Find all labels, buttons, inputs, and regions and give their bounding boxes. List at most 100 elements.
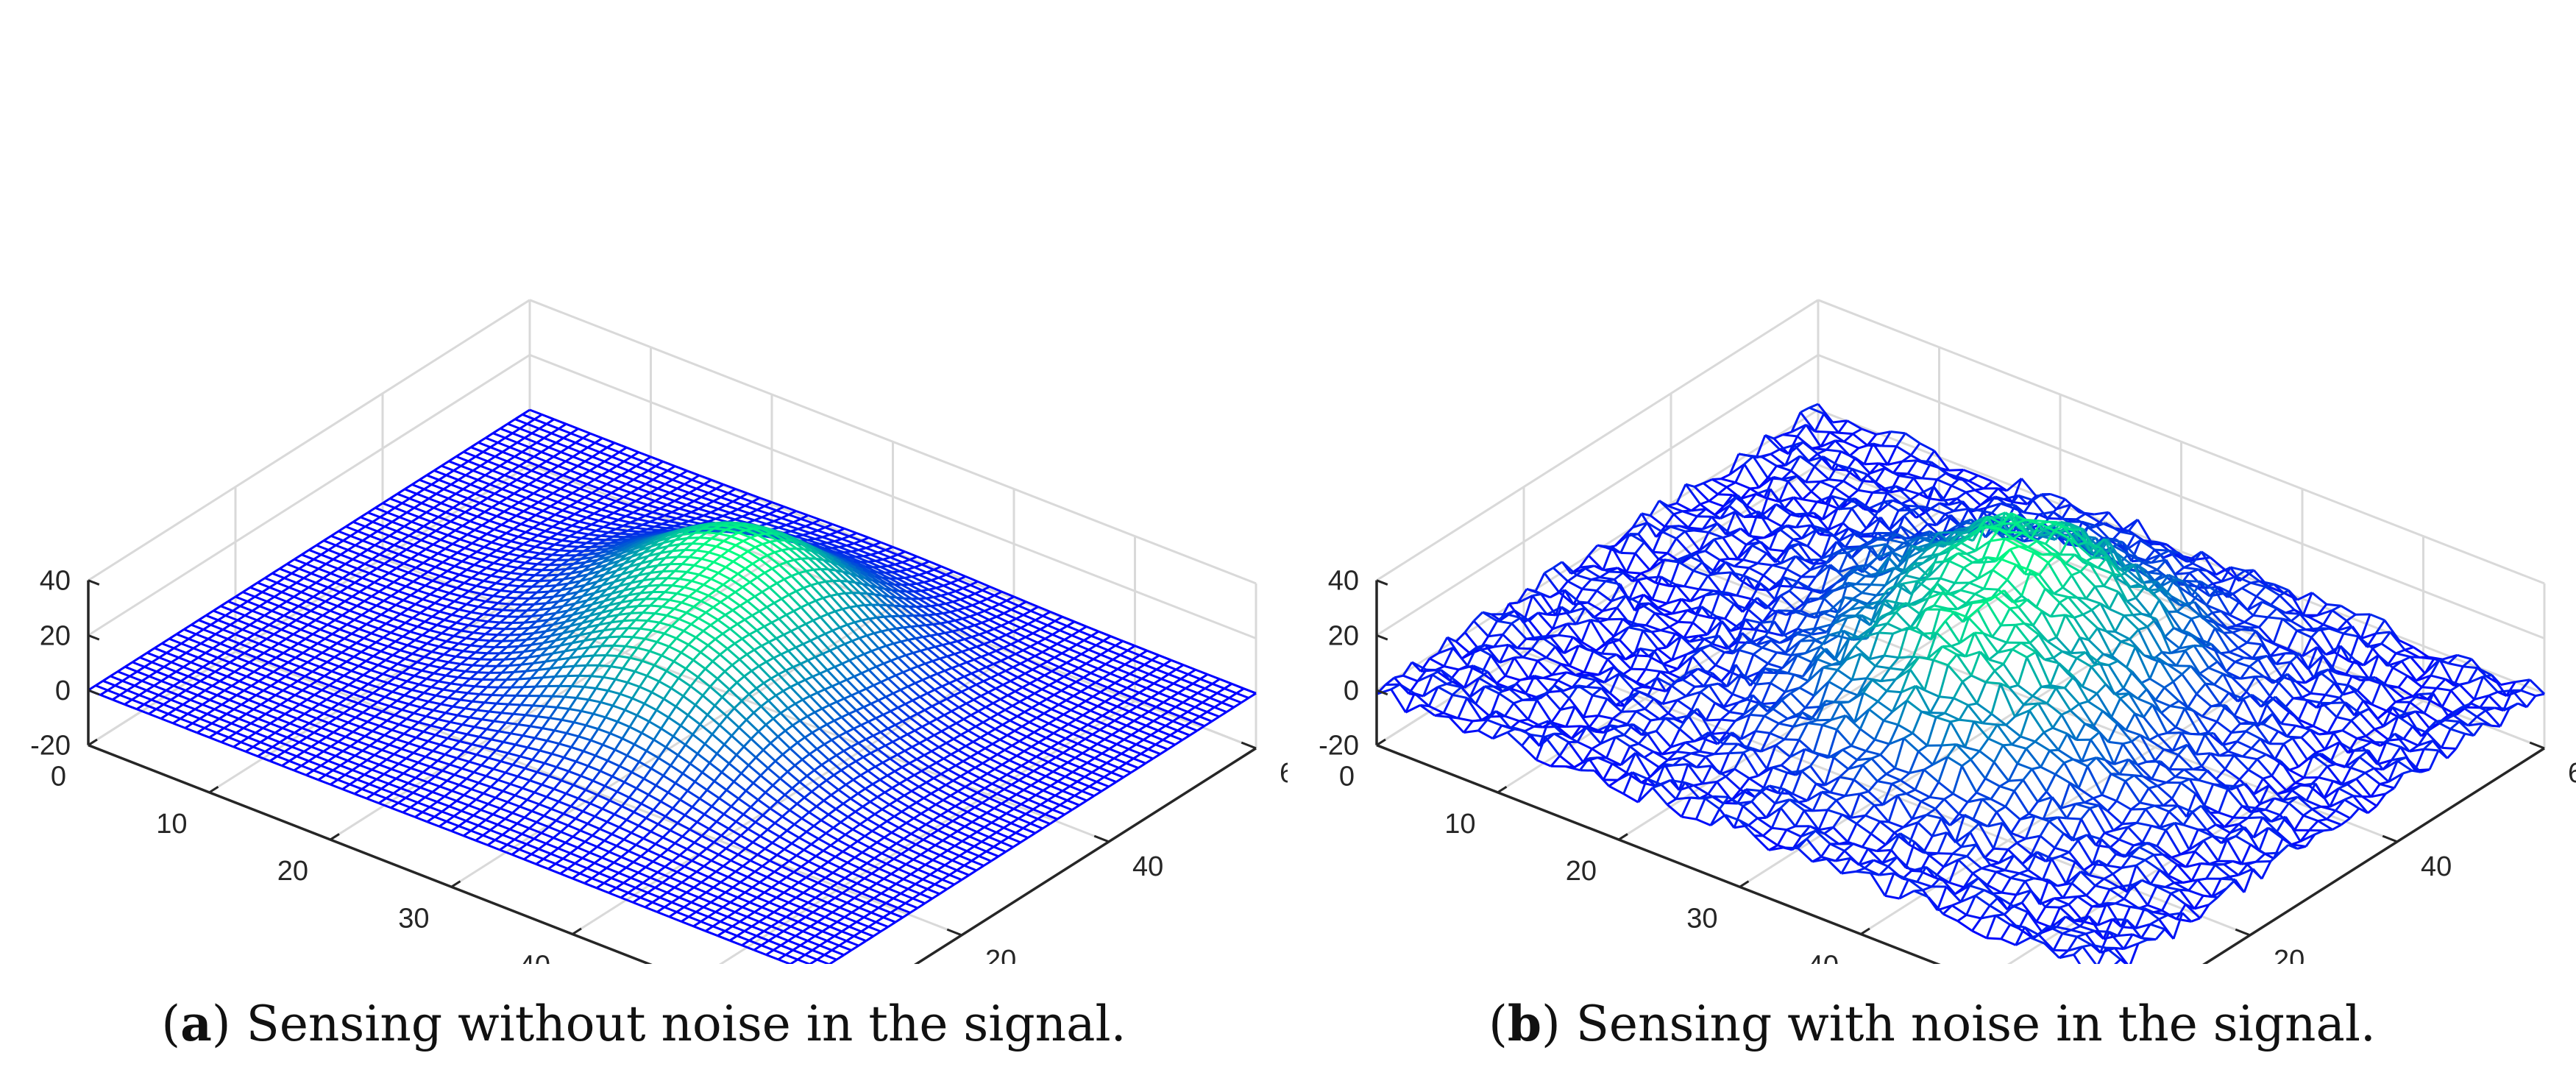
mesh-line [392,653,405,660]
mesh-line [667,465,676,472]
mesh-line [475,488,483,495]
mesh-line [669,517,678,522]
mesh-line [448,661,461,665]
mesh-line [486,562,494,570]
mesh-line [315,577,324,584]
mesh-line [187,708,196,715]
mesh-line [558,568,567,576]
mesh-line [664,483,678,490]
mesh-line [1162,739,1176,746]
grid-line [450,605,894,888]
mesh-line [854,581,868,595]
mesh-line [902,626,917,639]
mesh-line [586,592,596,601]
mesh-line [421,706,434,712]
mesh-line [895,628,909,641]
mesh-line [329,605,338,612]
mesh-line [279,741,293,748]
mesh-line [611,620,624,624]
mesh-line [539,647,549,656]
mesh-line [780,653,795,668]
mesh-line [358,628,372,635]
mesh-line [528,446,542,453]
mesh-line [703,478,712,486]
mesh-line [1017,676,1031,685]
mesh-line [642,611,656,615]
mesh-line [197,652,207,659]
mesh-line [996,650,1010,659]
mesh-line [404,653,414,660]
mesh-line [305,595,314,603]
mesh-line [773,597,782,604]
mesh-line [264,572,273,579]
mesh-line [335,539,344,547]
mesh-line [867,669,882,683]
mesh-line [170,698,184,706]
mesh-line [664,556,678,559]
mesh-line [592,570,601,579]
mesh-line [422,561,436,569]
mesh-line [552,553,564,557]
mesh-line [873,684,887,698]
mesh-line [1228,692,1238,699]
mesh-line [366,544,376,551]
mesh-line [1068,718,1076,726]
mesh-line [489,442,499,449]
mesh-line [628,469,642,477]
mesh-line [781,517,794,524]
mesh-line [902,716,911,723]
mesh-line [940,595,954,603]
mesh-line [564,550,572,557]
mesh-line [204,722,213,729]
mesh-line [937,603,951,613]
mesh-line [681,492,690,498]
mesh-line [713,561,726,569]
mesh-line [357,567,370,575]
mesh-line [525,526,534,533]
mesh-line [595,545,604,552]
mesh-line [318,740,332,748]
mesh-line [484,627,494,635]
mesh-line [666,525,675,530]
mesh-line [434,602,447,608]
mesh-line [601,469,610,476]
mesh-line [354,577,363,584]
mesh-line [245,708,255,715]
mesh-line [317,605,331,612]
mesh-line [1136,664,1146,670]
mesh-line [630,574,639,584]
mesh-line [510,572,523,576]
mesh-line [584,460,598,467]
mesh-line [806,659,821,675]
mesh-line [460,698,473,703]
mesh-line [554,509,564,516]
mesh-line [801,558,815,571]
mesh-line [656,517,670,522]
mesh-line [451,614,464,619]
mesh-line [503,652,513,661]
mesh-line [776,506,785,512]
mesh-line [475,613,484,621]
mesh-line [298,736,308,743]
mesh-line [352,595,365,603]
mesh-line [673,563,684,572]
grid-line [88,354,531,636]
mesh-line [535,514,548,520]
mesh-line [354,581,368,589]
mesh-line [369,567,378,575]
mesh-line [517,531,527,538]
mesh-line [634,611,644,621]
mesh-line [830,561,839,566]
mesh-line [470,446,484,453]
mesh-line [416,697,429,703]
mesh-line [272,745,285,753]
mesh-line [283,614,297,622]
mesh-line [876,617,890,631]
mesh-line [582,474,595,481]
mesh-line [863,703,872,709]
mesh-line [436,659,449,664]
mesh-line [483,613,496,617]
mesh-line [235,731,249,739]
mesh-line [606,515,619,521]
mesh-line [1197,692,1210,699]
